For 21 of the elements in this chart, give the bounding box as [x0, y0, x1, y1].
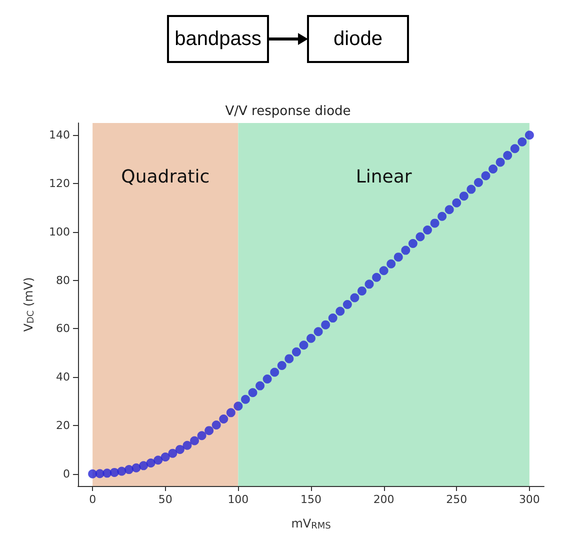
y-tick-label: 140 [49, 128, 70, 142]
y-tick-label: 20 [56, 419, 70, 432]
text: diode [334, 28, 382, 50]
y-tick-label: 60 [56, 322, 70, 336]
y-axis-title: VDC (mV) [22, 277, 36, 332]
y-tick-label: 80 [56, 274, 70, 287]
x-tick-label: 200 [373, 493, 394, 506]
y-tick-label: 100 [49, 225, 70, 238]
x-tick-label: 150 [300, 493, 322, 506]
chart-title: V/V response diode [225, 104, 351, 119]
x-tick-label: 0 [89, 493, 96, 506]
y-tick-label: 40 [56, 370, 70, 384]
x-tick-label: 250 [446, 493, 468, 506]
x-tick-label: 100 [228, 493, 249, 506]
x-tick-label: 50 [158, 493, 172, 506]
y-tick-label: 120 [49, 177, 70, 190]
y-tick-label: 0 [63, 467, 70, 480]
text: bandpass [174, 28, 262, 50]
band-label: Linear [356, 166, 412, 188]
x-tick-label: 300 [518, 493, 540, 506]
band-label: Quadratic [121, 166, 210, 188]
